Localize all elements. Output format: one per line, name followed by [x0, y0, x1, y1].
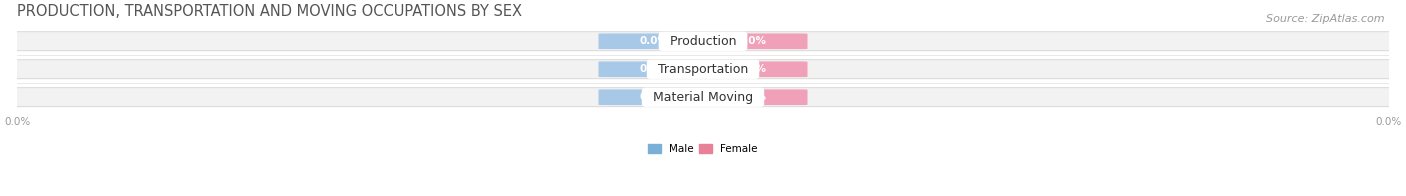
Text: 0.0%: 0.0% [738, 92, 766, 102]
FancyBboxPatch shape [599, 34, 710, 49]
FancyBboxPatch shape [696, 34, 807, 49]
Legend: Male, Female: Male, Female [644, 140, 762, 158]
Text: Transportation: Transportation [650, 63, 756, 76]
Text: 0.0%: 0.0% [640, 92, 668, 102]
FancyBboxPatch shape [0, 32, 1406, 51]
Text: 0.0%: 0.0% [640, 36, 668, 46]
Text: Material Moving: Material Moving [645, 91, 761, 104]
FancyBboxPatch shape [0, 60, 1406, 79]
Text: PRODUCTION, TRANSPORTATION AND MOVING OCCUPATIONS BY SEX: PRODUCTION, TRANSPORTATION AND MOVING OC… [17, 4, 522, 19]
Text: 0.0%: 0.0% [738, 36, 766, 46]
FancyBboxPatch shape [599, 89, 710, 105]
Text: 0.0%: 0.0% [738, 64, 766, 74]
FancyBboxPatch shape [599, 61, 710, 77]
Text: Production: Production [662, 35, 744, 48]
FancyBboxPatch shape [0, 88, 1406, 107]
FancyBboxPatch shape [696, 61, 807, 77]
Text: Source: ZipAtlas.com: Source: ZipAtlas.com [1267, 14, 1385, 24]
FancyBboxPatch shape [696, 89, 807, 105]
Text: 0.0%: 0.0% [640, 64, 668, 74]
